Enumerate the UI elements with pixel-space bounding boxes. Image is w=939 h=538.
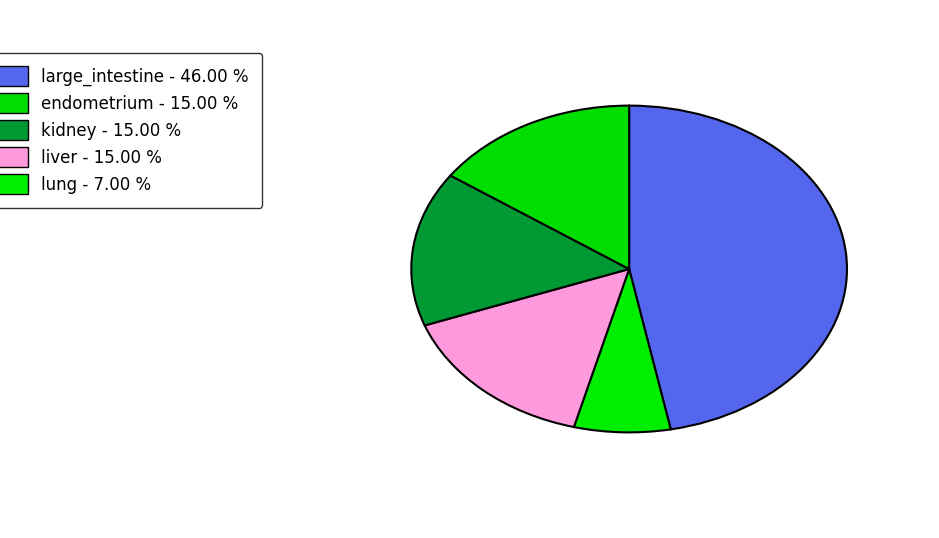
Wedge shape [424, 269, 629, 427]
Wedge shape [629, 105, 847, 429]
Wedge shape [451, 105, 629, 269]
Wedge shape [411, 175, 629, 325]
Wedge shape [574, 269, 670, 433]
Legend: large_intestine - 46.00 %, endometrium - 15.00 %, kidney - 15.00 %, liver - 15.0: large_intestine - 46.00 %, endometrium -… [0, 53, 262, 208]
